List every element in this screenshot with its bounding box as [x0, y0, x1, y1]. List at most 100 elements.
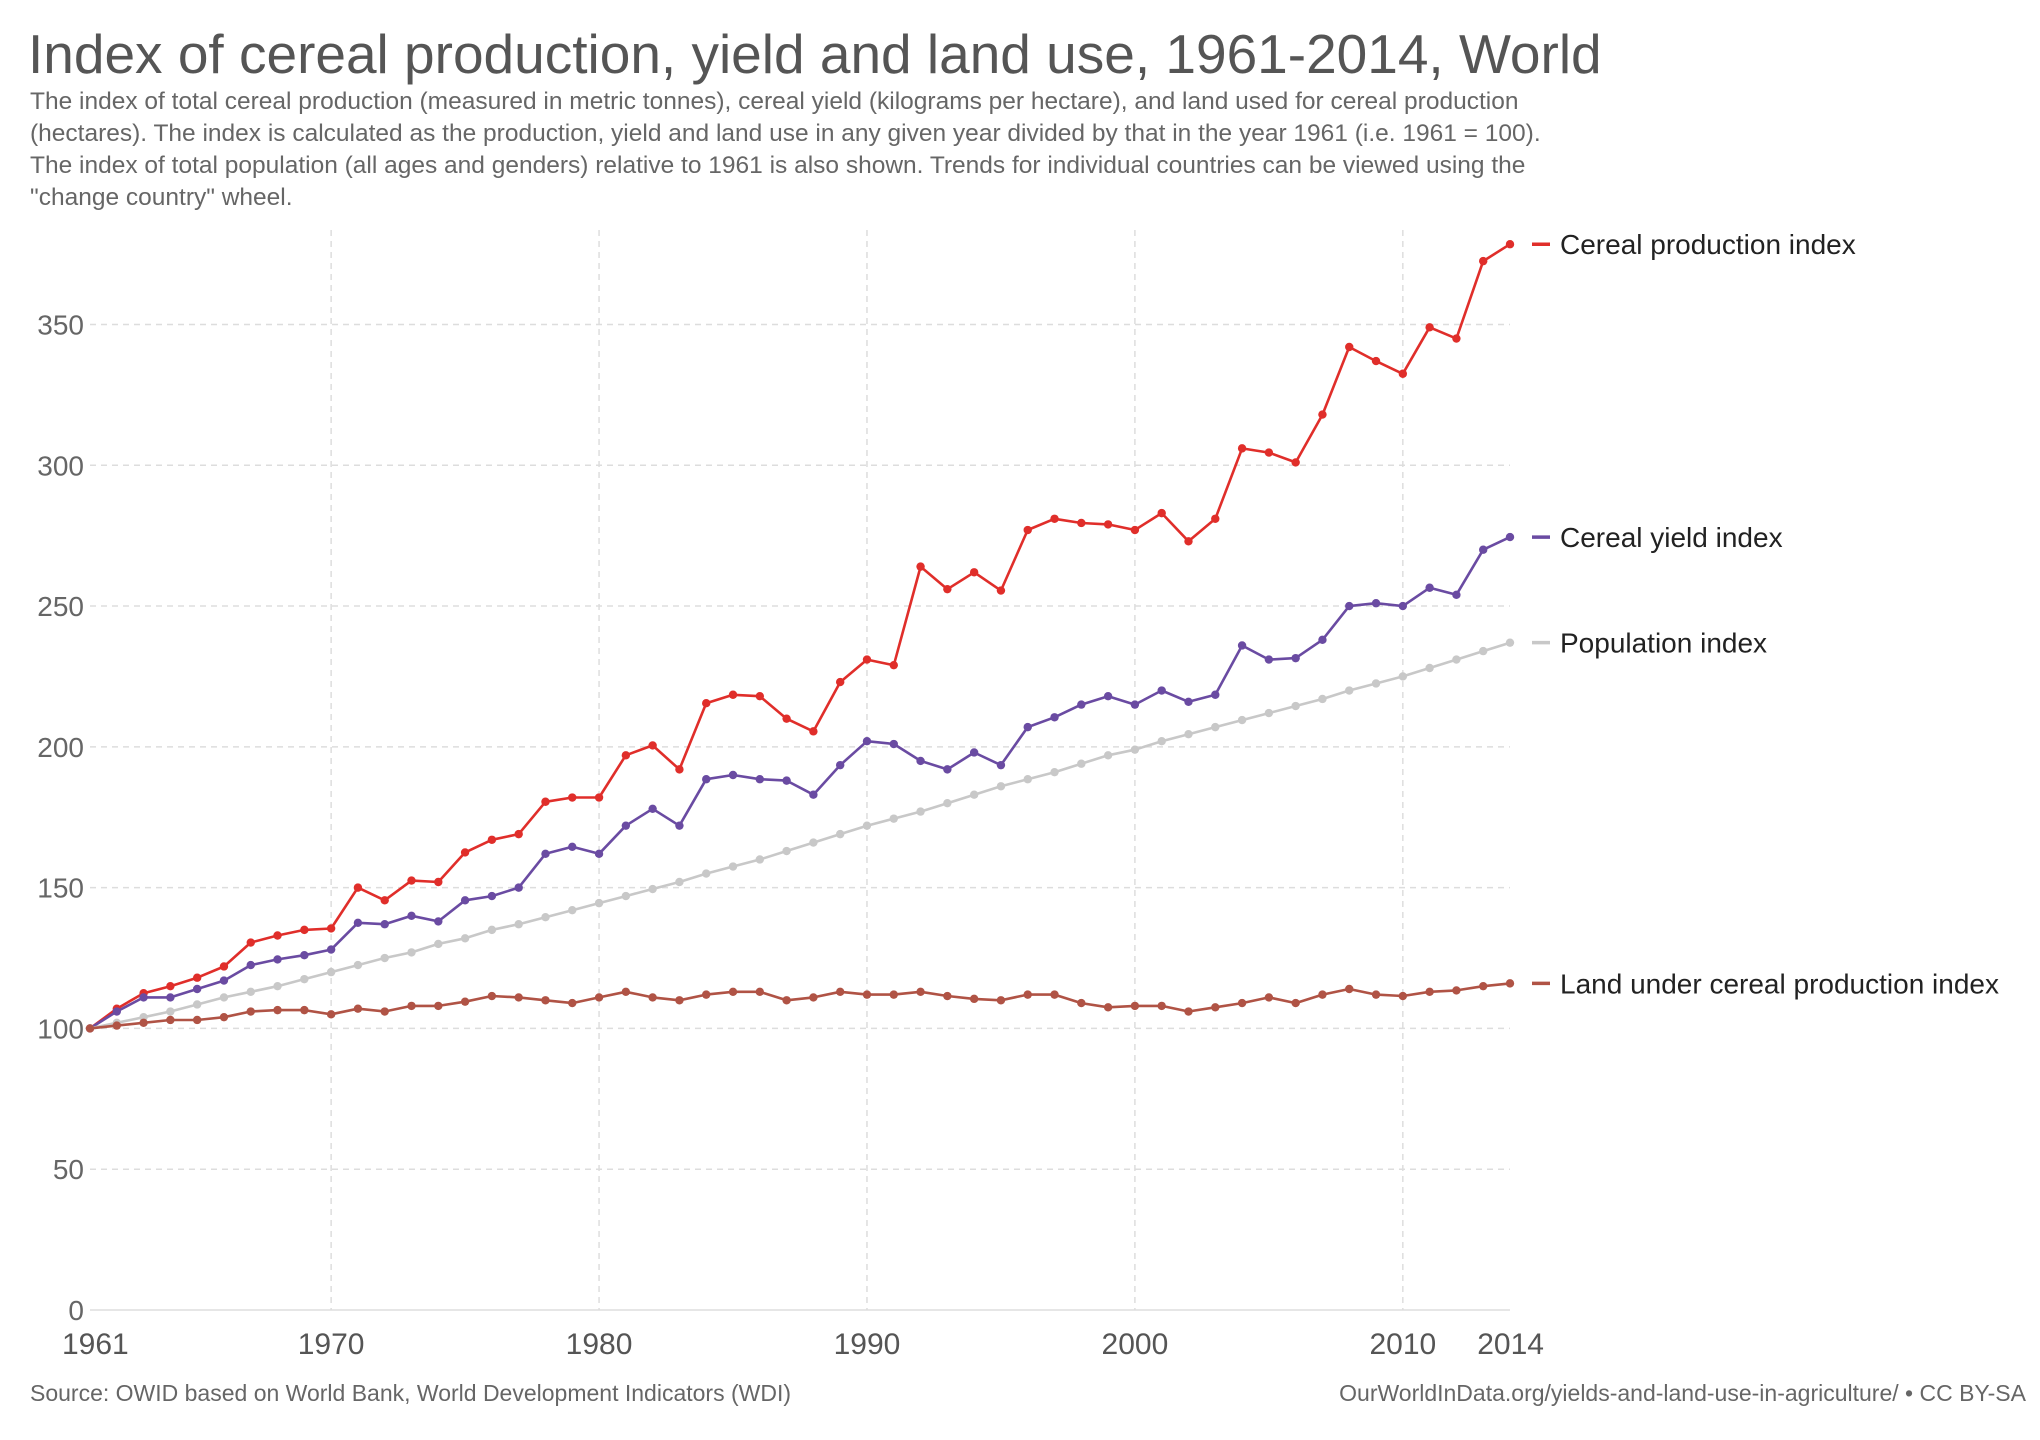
- data-point: [541, 797, 550, 806]
- data-point: [996, 760, 1006, 770]
- data-point: [1103, 691, 1113, 701]
- data-point: [541, 996, 550, 1005]
- y-tick-label: 100: [37, 1013, 84, 1044]
- data-point: [487, 835, 497, 844]
- data-point: [380, 920, 389, 929]
- data-point: [1264, 708, 1274, 718]
- data-point: [1452, 986, 1461, 995]
- line-chart: 0 50 100 150 200 250 300 350 1961 1970 1980 1990 20…: [37, 229, 1999, 1361]
- data-point: [1130, 745, 1140, 754]
- data-point: [1371, 356, 1381, 366]
- x-tick-label: 2010: [1369, 1328, 1436, 1361]
- data-point: [943, 798, 952, 808]
- data-point: [273, 931, 282, 940]
- data-point: [996, 586, 1006, 595]
- data-point: [648, 884, 657, 894]
- data-point: [1023, 775, 1032, 784]
- data-point: [1345, 686, 1354, 695]
- subtitle-line: The index of total population (all ages …: [30, 151, 1526, 179]
- data-point: [1023, 525, 1032, 535]
- data-point: [407, 876, 416, 885]
- data-point: [380, 896, 389, 905]
- data-point: [594, 993, 604, 1002]
- data-point: [1452, 334, 1461, 343]
- data-point: [675, 877, 684, 887]
- data-point: [889, 739, 898, 749]
- data-point: [755, 987, 765, 997]
- data-point: [969, 748, 979, 757]
- data-point: [407, 911, 416, 920]
- data-point: [782, 996, 791, 1005]
- data-point: [1050, 713, 1059, 722]
- chart-subtitle: The index of total cereal production (me…: [30, 86, 1850, 213]
- legend-label: Population index: [1560, 628, 1767, 659]
- data-point: [1371, 990, 1381, 999]
- data-point: [219, 976, 229, 985]
- data-point: [943, 991, 952, 1001]
- series-lines: [85, 240, 1515, 1033]
- data-point: [755, 855, 765, 864]
- data-point: [1318, 635, 1327, 645]
- data-point: [326, 945, 336, 954]
- data-point: [1371, 599, 1381, 608]
- data-point: [1211, 514, 1220, 523]
- data-point: [514, 829, 523, 839]
- data-point: [166, 1015, 175, 1025]
- data-point: [1318, 410, 1327, 419]
- x-tick-label: 2000: [1102, 1328, 1169, 1361]
- data-point: [702, 990, 711, 999]
- data-point: [621, 751, 631, 760]
- data-point: [139, 1018, 148, 1027]
- data-point: [112, 1007, 121, 1016]
- legend-label: Land under cereal production index: [1560, 968, 1999, 999]
- data-point: [1050, 767, 1059, 777]
- data-point: [728, 862, 738, 871]
- data-point: [675, 765, 684, 774]
- data-point: [139, 993, 148, 1002]
- data-point: [1505, 979, 1515, 988]
- data-point: [782, 776, 791, 785]
- x-tick-label: 1961: [62, 1328, 129, 1361]
- data-point: [487, 991, 497, 1001]
- data-point: [648, 993, 657, 1002]
- data-point: [1291, 998, 1300, 1008]
- data-point: [1023, 722, 1032, 732]
- data-point: [862, 655, 872, 664]
- data-point: [1184, 1007, 1193, 1016]
- data-point: [487, 925, 497, 935]
- data-point: [568, 905, 577, 915]
- data-point: [1184, 697, 1193, 706]
- data-point: [192, 973, 202, 982]
- data-point: [300, 951, 309, 960]
- data-point: [460, 934, 470, 943]
- data-point: [487, 891, 497, 901]
- data-point: [889, 814, 898, 823]
- x-tick-label: 1970: [298, 1328, 365, 1361]
- data-point: [353, 1004, 363, 1013]
- source-url[interactable]: OurWorldInData.org/yields-and-land-use-i…: [1339, 1380, 2026, 1406]
- data-point: [192, 1000, 202, 1009]
- data-point: [1291, 701, 1300, 711]
- subtitle-line: (hectares). The index is calculated as t…: [30, 119, 1541, 147]
- data-point: [326, 1010, 336, 1019]
- data-point: [568, 793, 577, 802]
- data-point: [1130, 1001, 1140, 1011]
- data-point: [809, 838, 818, 847]
- data-point: [1211, 1003, 1220, 1012]
- data-point: [514, 883, 523, 892]
- data-point: [1345, 342, 1354, 352]
- data-point: [1077, 700, 1086, 709]
- data-point: [1157, 508, 1166, 518]
- data-point: [1184, 537, 1193, 546]
- data-point: [380, 953, 389, 963]
- legend: Cereal production index Cereal yield inde…: [1532, 229, 1999, 999]
- data-point: [1479, 981, 1488, 991]
- data-point: [648, 804, 657, 813]
- data-point: [1077, 518, 1086, 528]
- data-point: [434, 917, 443, 926]
- data-point: [1452, 655, 1461, 664]
- data-point: [1077, 759, 1086, 768]
- data-point: [1479, 256, 1488, 266]
- subtitle-line: The index of total cereal production (me…: [30, 88, 1519, 115]
- data-point: [568, 842, 577, 852]
